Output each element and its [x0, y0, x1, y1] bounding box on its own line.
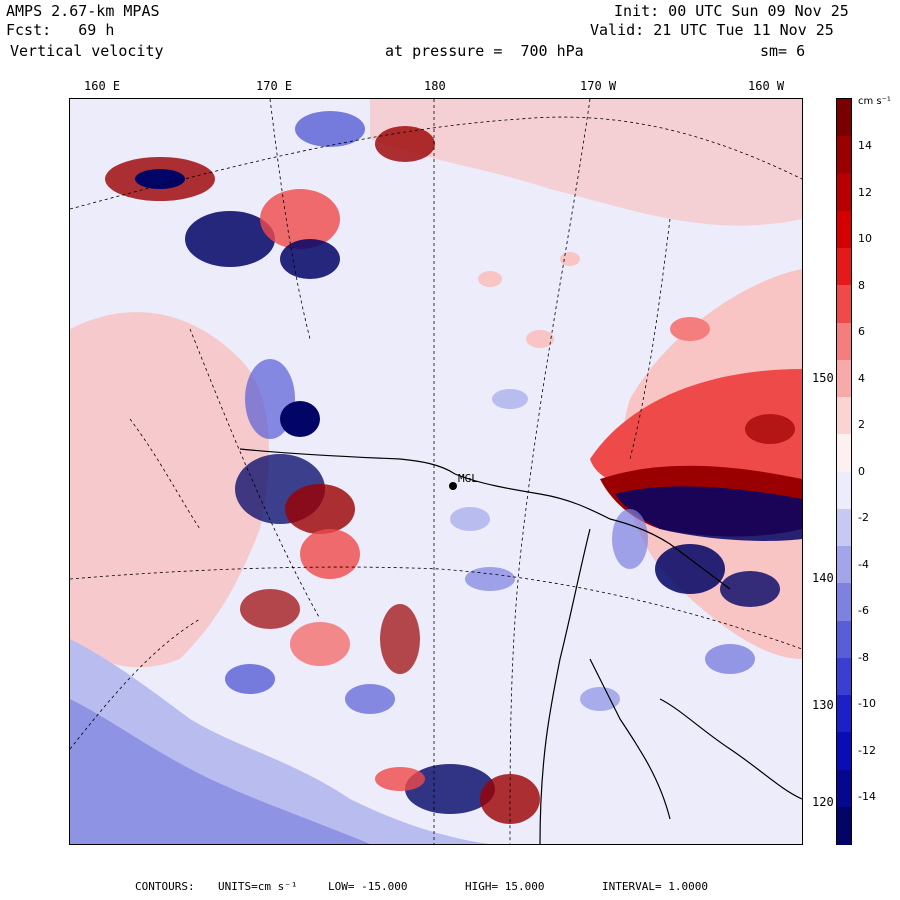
colorbar-label: 8	[858, 278, 865, 292]
colorbar-segment	[837, 173, 851, 212]
colorbar-segment	[837, 583, 851, 622]
colorbar-label: 0	[858, 464, 865, 478]
field-blue-coast	[70, 699, 370, 844]
field-scattered-cells	[450, 252, 795, 711]
pressure-level: at pressure = 700 hPa	[385, 42, 584, 60]
coastline	[239, 448, 802, 844]
colorbar-segment	[837, 695, 851, 733]
footer-contours: CONTOURS:	[135, 880, 195, 893]
colorbar-label: -8	[858, 650, 869, 664]
colorbar-label: 2	[858, 418, 865, 431]
colorbar-label: -6	[858, 604, 869, 617]
colorbar-segment	[837, 508, 851, 547]
colorbar-segment	[837, 322, 851, 361]
colorbar-label: -14	[858, 790, 876, 803]
colorbar	[836, 98, 852, 845]
colorbar-segment	[837, 99, 851, 137]
footer-low: LOW= -15.000	[328, 880, 408, 893]
field-light-red-west	[70, 312, 269, 668]
colorbar-label: -10	[858, 697, 876, 710]
station-label: MGL	[458, 472, 478, 485]
lat-lon-grid	[70, 99, 802, 844]
colorbar-label: 4	[858, 371, 865, 385]
colorbar-segment	[837, 248, 851, 286]
valid-time: Valid: 21 UTC Tue 11 Nov 25	[590, 21, 834, 39]
map-panel: MGL	[69, 98, 803, 845]
footer-units: UNITS=cm s⁻¹	[218, 880, 298, 893]
colorbar-label: -12	[858, 743, 876, 757]
field-mountain-cells	[105, 111, 540, 824]
lon-label-160w: 160 W	[748, 79, 785, 93]
colorbar-segment	[837, 359, 851, 398]
smoothing-value: sm= 6	[760, 42, 806, 60]
footer-interval: INTERVAL= 1.0000	[602, 880, 708, 893]
colorbar-segment	[837, 397, 851, 435]
colorbar-segment	[837, 285, 851, 324]
colorbar-segment	[837, 657, 851, 696]
field-dark-band-east	[615, 486, 802, 541]
colorbar-label: 6	[858, 325, 865, 338]
field-light-red-north	[370, 99, 802, 226]
init-time: Init: 00 UTC Sun 09 Nov 25	[614, 2, 849, 20]
colorbar-segment	[837, 210, 851, 249]
colorbar-unit: cm s⁻¹	[858, 96, 891, 107]
field-name: Vertical velocity	[10, 42, 164, 60]
lon-label-160e: 160 E	[84, 79, 121, 93]
colorbar-segment	[837, 620, 851, 659]
colorbar-segment	[837, 471, 851, 510]
colorbar-label: 12	[858, 185, 872, 199]
colorbar-label: 14	[858, 139, 872, 152]
forecast-hour: Fcst: 69 h	[6, 21, 115, 39]
lon-label-170e: 170 E	[256, 79, 293, 93]
colorbar-segment	[837, 434, 851, 473]
station-marker	[449, 482, 457, 490]
model-title: AMPS 2.67-km MPAS	[6, 2, 160, 20]
vertical-velocity-map: MGL	[70, 99, 802, 844]
colorbar-segment	[837, 732, 851, 771]
colorbar-segment	[837, 546, 851, 584]
colorbar-segment	[837, 806, 851, 845]
colorbar-segment	[837, 136, 851, 175]
colorbar-label: 10	[858, 232, 872, 245]
lon-label-180: 180	[424, 79, 446, 93]
colorbar-segment	[837, 769, 851, 808]
lon-label-170w: 170 W	[580, 79, 617, 93]
colorbar-label: -4	[858, 557, 869, 571]
footer-high: HIGH= 15.000	[465, 880, 545, 893]
colorbar-label: -2	[858, 511, 869, 524]
